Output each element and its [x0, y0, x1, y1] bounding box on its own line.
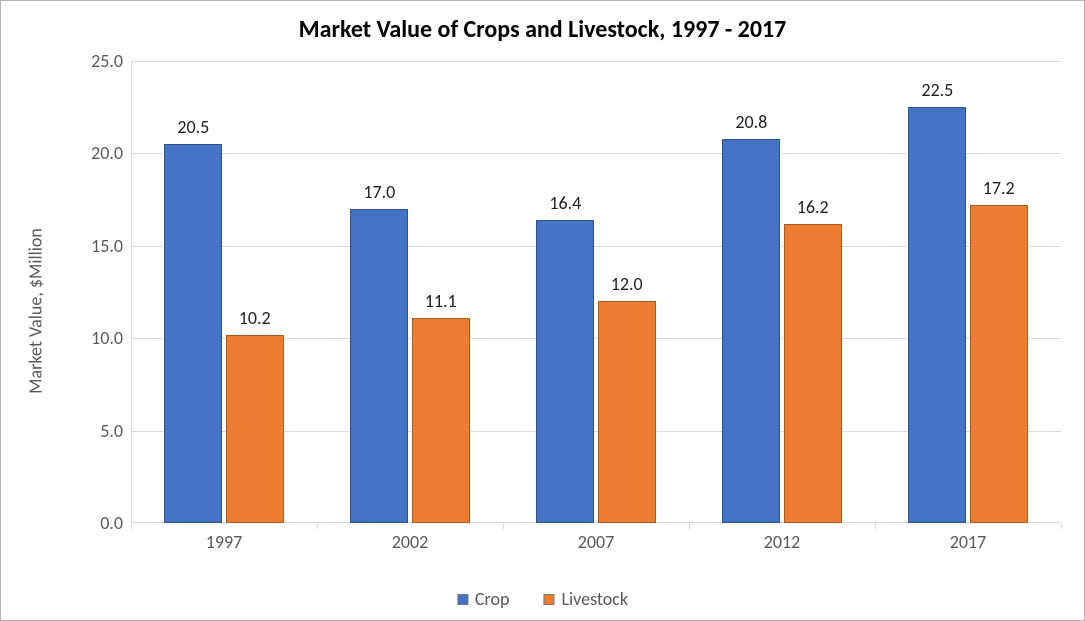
bar-livestock-2007 [598, 301, 656, 523]
chart-title: Market Value of Crops and Livestock, 199… [1, 15, 1084, 44]
y-tick-label: 10.0 [63, 327, 123, 349]
y-tick-label: 0.0 [63, 512, 123, 534]
data-label: 17.0 [363, 181, 395, 203]
data-label: 10.2 [239, 307, 271, 329]
legend: Crop Livestock [457, 588, 628, 610]
x-tick-label: 2002 [392, 531, 429, 553]
bar-crop-1997 [164, 144, 222, 523]
data-label: 17.2 [983, 177, 1015, 199]
data-label: 20.5 [177, 116, 209, 138]
legend-swatch-livestock [543, 594, 554, 605]
y-axis-title: Market Value, $Million [25, 228, 47, 394]
x-tick-mark [317, 523, 318, 529]
y-tick-label: 5.0 [63, 420, 123, 442]
bar-crop-2002 [350, 209, 408, 523]
data-label: 16.4 [549, 192, 581, 214]
x-tick-mark [875, 523, 876, 529]
bar-livestock-2012 [784, 224, 842, 523]
x-tick-label: 2017 [950, 531, 987, 553]
x-tick-mark [689, 523, 690, 529]
data-label: 16.2 [797, 196, 829, 218]
data-label: 12.0 [611, 273, 643, 295]
x-tick-label: 2007 [578, 531, 615, 553]
bar-livestock-2017 [970, 205, 1028, 523]
x-tick-label: 2012 [764, 531, 801, 553]
y-axis-line [131, 61, 132, 523]
x-tick-mark [1061, 523, 1062, 529]
legend-item-crop: Crop [457, 588, 510, 610]
plot-area: 20.5 10.2 17.0 11.1 16.4 12.0 20.8 16.2 22.5 17.2 [131, 61, 1061, 523]
chart-frame: Market Value of Crops and Livestock, 199… [0, 0, 1085, 621]
x-tick-label: 1997 [206, 531, 243, 553]
data-label: 22.5 [921, 79, 953, 101]
x-tick-mark [131, 523, 132, 529]
data-label: 20.8 [735, 111, 767, 133]
legend-label-crop: Crop [475, 588, 510, 610]
y-tick-label: 25.0 [63, 50, 123, 72]
bar-livestock-1997 [226, 335, 284, 523]
bar-crop-2012 [722, 139, 780, 523]
x-tick-mark [503, 523, 504, 529]
bar-crop-2017 [908, 107, 966, 523]
legend-swatch-crop [457, 594, 468, 605]
bar-livestock-2002 [412, 318, 470, 523]
bar-crop-2007 [536, 220, 594, 523]
data-label: 11.1 [425, 290, 457, 312]
y-tick-label: 20.0 [63, 142, 123, 164]
legend-label-livestock: Livestock [561, 588, 628, 610]
y-tick-label: 15.0 [63, 235, 123, 257]
gridline [131, 61, 1061, 62]
legend-item-livestock: Livestock [543, 588, 628, 610]
